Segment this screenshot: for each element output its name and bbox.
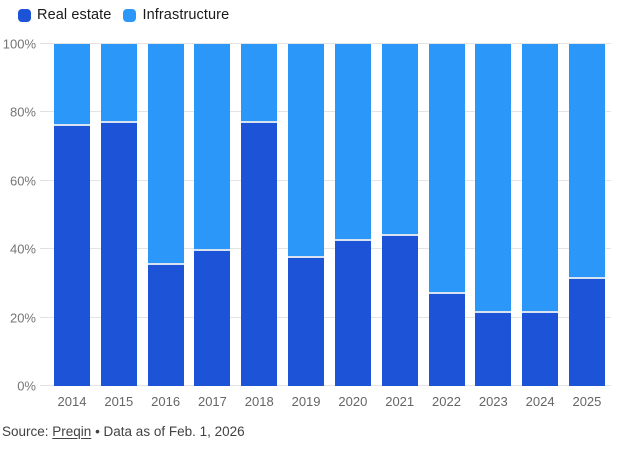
- source-suffix: • Data as of Feb. 1, 2026: [91, 424, 245, 439]
- bar-2024: [522, 44, 559, 386]
- y-tick-80: [40, 111, 48, 113]
- bar-2025-segment-infrastructure: [568, 44, 605, 277]
- y-tick-0: [40, 385, 48, 386]
- legend-item-infrastructure: Infrastructure: [123, 7, 229, 23]
- bars-layer: [48, 44, 611, 386]
- y-tick-label-100: 100%: [2, 36, 36, 52]
- bar-2016-segment-real-estate: [147, 262, 184, 386]
- bar-2020-segment-infrastructure: [334, 44, 371, 239]
- legend-item-real-estate: Real estate: [18, 7, 111, 23]
- x-tick-label-2022: 2022: [432, 394, 461, 409]
- source-link[interactable]: Preqin: [52, 424, 92, 439]
- bar-2022-segment-infrastructure: [428, 44, 465, 292]
- bar-2023-segment-real-estate: [475, 310, 512, 386]
- bar-2021-segment-infrastructure: [381, 44, 418, 234]
- gridline-100: [48, 43, 611, 44]
- bar-2017-segment-real-estate: [194, 249, 231, 386]
- bar-2016-segment-infrastructure: [147, 44, 184, 263]
- x-tick-label-2017: 2017: [197, 394, 227, 409]
- bar-2019-segment-real-estate: [288, 256, 325, 386]
- bar-2020-segment-real-estate: [334, 238, 371, 386]
- bar-2018: [241, 44, 278, 386]
- y-tick-label-80: 80%: [9, 104, 36, 120]
- bar-2015: [100, 44, 137, 386]
- bar-2020: [334, 44, 371, 386]
- x-tick-label-2023: 2023: [478, 394, 508, 409]
- x-tick-label-2014: 2014: [57, 394, 87, 409]
- legend-swatch-icon: [123, 8, 137, 22]
- bar-2018-segment-real-estate: [241, 120, 278, 386]
- gridline-0: [48, 385, 611, 386]
- source-prefix: Source:: [2, 424, 53, 439]
- bar-2021-segment-real-estate: [381, 233, 418, 386]
- bar-2016: [147, 44, 184, 386]
- source-line: Source: Preqin • Data as of Feb. 1, 2026: [2, 424, 245, 439]
- bar-2024-segment-infrastructure: [522, 44, 559, 311]
- legend: Real estate Infrastructure: [18, 7, 229, 23]
- bar-2017: [194, 44, 231, 386]
- bar-2022-segment-real-estate: [428, 291, 465, 386]
- x-tick-label-2019: 2019: [291, 394, 321, 409]
- bar-2022: [428, 44, 465, 386]
- y-tick-100: [40, 43, 48, 44]
- y-tick-label-60: 60%: [9, 173, 36, 189]
- y-tick-label-20: 20%: [9, 310, 36, 326]
- bar-2019: [288, 44, 325, 386]
- bar-2014-segment-real-estate: [54, 124, 90, 386]
- bar-2025-segment-real-estate: [568, 276, 605, 386]
- legend-swatch-icon: [18, 8, 31, 22]
- bar-2014-segment-infrastructure: [54, 44, 90, 125]
- bar-2025: [568, 44, 605, 386]
- y-tick-20: [40, 316, 48, 318]
- x-tick-label-2016: 2016: [151, 394, 181, 409]
- bar-2017-segment-infrastructure: [194, 44, 231, 250]
- bar-2015-segment-infrastructure: [100, 44, 137, 121]
- x-tick-label-2020: 2020: [338, 394, 368, 409]
- y-tick-label-0: 0%: [17, 378, 36, 394]
- gridline-60: [48, 179, 611, 181]
- bar-2021: [381, 44, 418, 386]
- bar-2015-segment-real-estate: [100, 120, 137, 386]
- legend-label: Infrastructure: [142, 7, 230, 23]
- legend-label: Real estate: [37, 7, 112, 23]
- gridline-20: [48, 316, 611, 318]
- y-tick-40: [40, 248, 48, 250]
- bar-2019-segment-infrastructure: [288, 44, 325, 257]
- y-tick-label-40: 40%: [9, 241, 36, 257]
- bar-2024-segment-real-estate: [522, 310, 559, 386]
- x-axis: 2014 2015 2016 2017 2018 2019 2020 2021 2022 2023…: [48, 394, 611, 409]
- plot-area: 0% 20% 40% 60% 80% 100%: [3, 38, 611, 393]
- bar-2014: [54, 44, 90, 386]
- x-tick-label-2024: 2024: [525, 394, 555, 409]
- x-tick-label-2021: 2021: [385, 394, 415, 409]
- x-tick-label-2018: 2018: [244, 394, 274, 409]
- y-tick-60: [40, 179, 48, 181]
- bar-2023: [475, 44, 512, 386]
- x-tick-label-2025: 2025: [572, 394, 602, 409]
- x-tick-label-2015: 2015: [104, 394, 134, 409]
- bar-2018-segment-infrastructure: [241, 44, 278, 121]
- gridline-40: [48, 248, 611, 250]
- gridline-80: [48, 111, 611, 113]
- bar-2023-segment-infrastructure: [475, 44, 512, 311]
